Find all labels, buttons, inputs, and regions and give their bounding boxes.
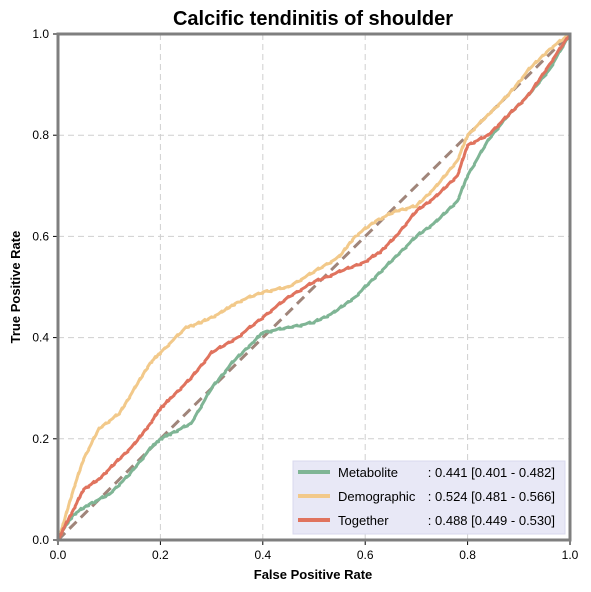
x-tick-label: 0.0	[50, 548, 67, 562]
y-tick-label: 0.8	[32, 128, 49, 142]
roc-curve-demographic	[56, 33, 572, 541]
plot-frame	[56, 32, 572, 542]
x-tick-label: 0.2	[152, 548, 169, 562]
y-tick-label: 0.0	[32, 533, 49, 547]
roc-curve-together	[56, 33, 572, 541]
legend-auc-value: : 0.441 [0.401 - 0.482]	[428, 465, 555, 480]
axis-ticks: 0.0 0.2 0.4 0.6 0.8 1.0 0.0 0.2 0.4 0.6 0.8 1.0	[32, 27, 578, 562]
x-tick-label: 0.8	[459, 548, 476, 562]
x-tick-label: 0.4	[254, 548, 271, 562]
legend-series-name: Metabolite	[338, 465, 398, 480]
legend-auc-value: : 0.524 [0.481 - 0.566]	[428, 489, 555, 504]
roc-curve-metabolite	[56, 33, 572, 541]
x-axis-label: False Positive Rate	[254, 567, 373, 582]
x-tick-label: 1.0	[562, 548, 579, 562]
y-tick-label: 0.6	[32, 229, 49, 243]
grid-lines	[58, 34, 570, 540]
y-axis-label: True Positive Rate	[8, 231, 23, 344]
legend-box	[292, 460, 566, 535]
y-tick-label: 0.2	[32, 432, 49, 446]
x-tick-label: 0.6	[357, 548, 374, 562]
roc-curves	[56, 33, 572, 541]
legend-series-name: Together	[338, 513, 389, 528]
y-tick-label: 0.4	[32, 331, 49, 345]
chart-title: Calcific tendinitis of shoulder	[173, 8, 453, 30]
legend-series-name: Demographic	[338, 489, 416, 504]
y-tick-label: 1.0	[32, 27, 49, 41]
legend-auc-value: : 0.488 [0.449 - 0.530]	[428, 513, 555, 528]
legend: Metabolite : 0.441 [0.401 - 0.482] Demogra…	[292, 460, 566, 535]
